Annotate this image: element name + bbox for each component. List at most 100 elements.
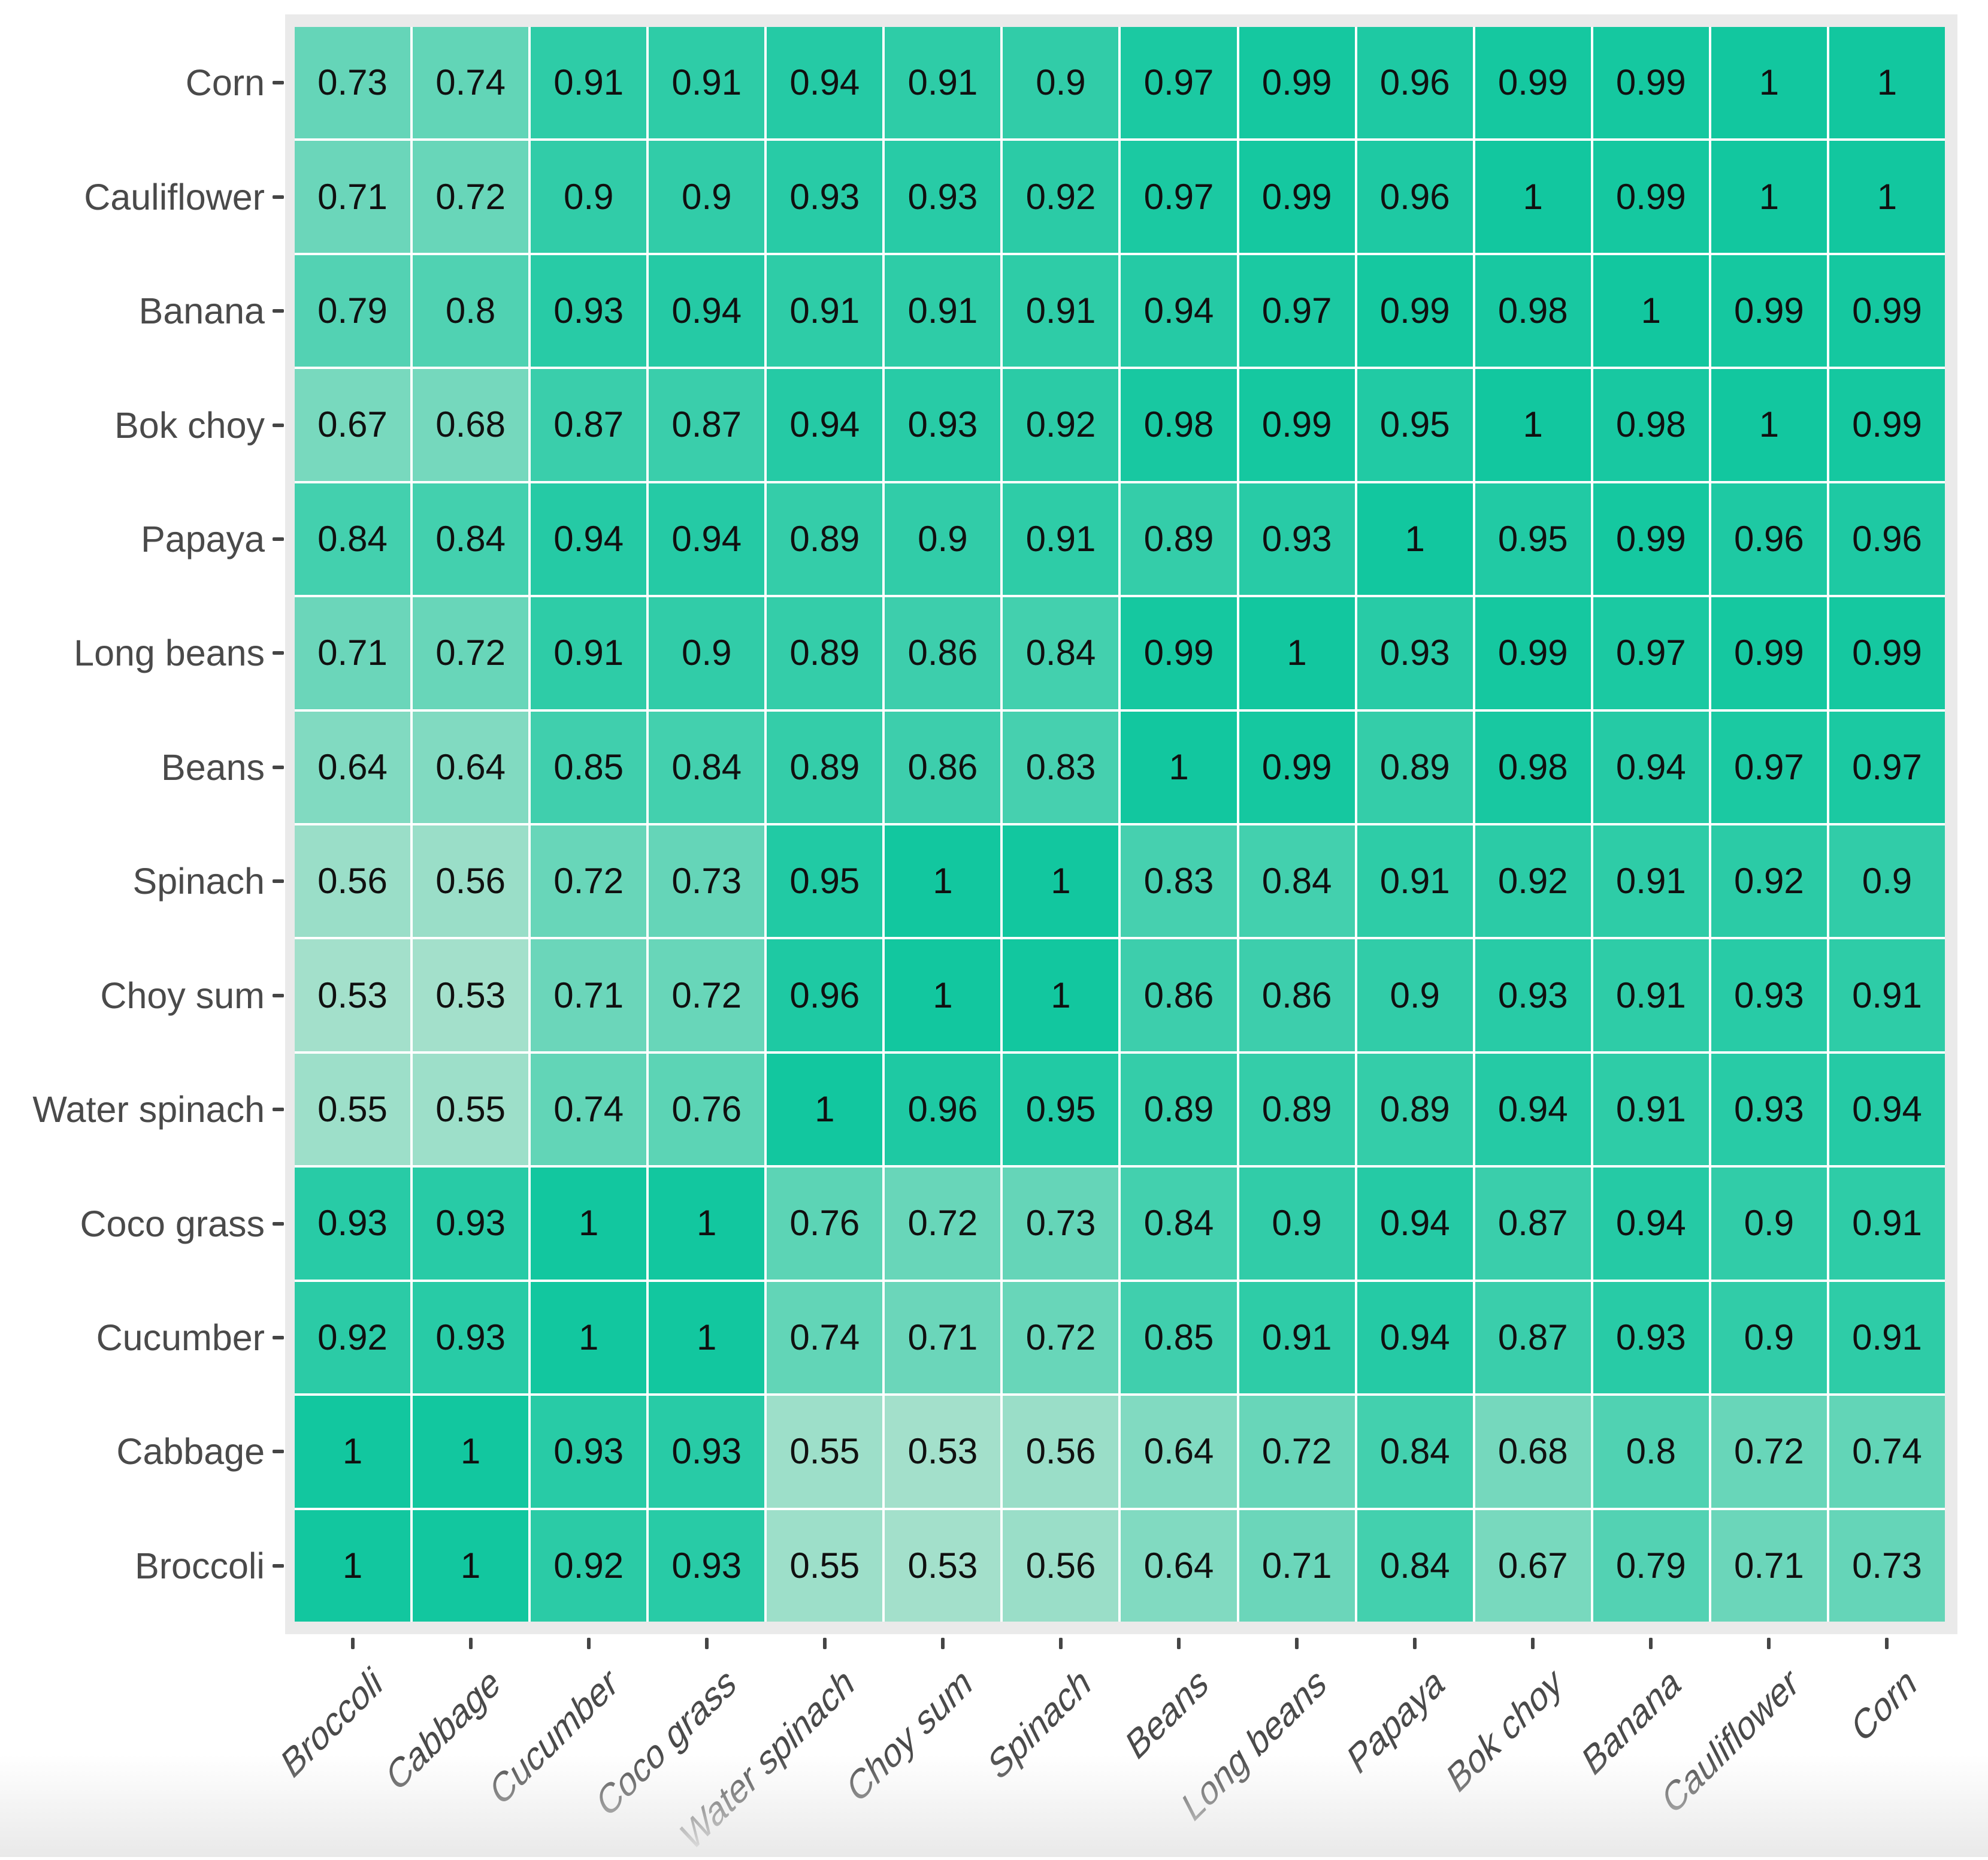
heatmap-cell: 0.93 bbox=[531, 255, 647, 367]
heatmap-cell: 0.9 bbox=[885, 483, 1001, 595]
heatmap-cell: 0.93 bbox=[649, 1510, 765, 1622]
heatmap-cell: 1 bbox=[295, 1510, 411, 1622]
heatmap-cell: 0.72 bbox=[649, 939, 765, 1051]
heatmap-cell: 0.72 bbox=[413, 141, 529, 253]
heatmap-cell: 0.89 bbox=[767, 597, 883, 709]
heatmap-cell: 0.74 bbox=[767, 1281, 883, 1394]
heatmap-cell: 0.97 bbox=[1239, 255, 1355, 367]
heatmap-cell: 0.91 bbox=[1829, 1168, 1945, 1280]
heatmap-cell: 0.79 bbox=[295, 255, 411, 367]
x-axis-label: Corn bbox=[1846, 1658, 1922, 1752]
heatmap-cell: 0.83 bbox=[1121, 825, 1237, 937]
heatmap-cell: 0.55 bbox=[413, 1053, 529, 1166]
heatmap-cell: 0.91 bbox=[885, 255, 1001, 367]
heatmap-cell: 0.8 bbox=[413, 255, 529, 367]
heatmap-cell: 0.67 bbox=[295, 369, 411, 481]
heatmap-cell: 0.97 bbox=[1121, 141, 1237, 253]
heatmap-cell: 0.96 bbox=[767, 939, 883, 1051]
x-axis-label: Beans bbox=[1121, 1658, 1214, 1770]
heatmap-cell: 0.97 bbox=[1829, 711, 1945, 823]
y-axis-tick bbox=[273, 1108, 284, 1112]
heatmap-cell: 0.72 bbox=[1003, 1281, 1119, 1394]
heatmap-cell: 0.99 bbox=[1239, 27, 1355, 139]
heatmap-cell: 0.99 bbox=[1829, 597, 1945, 709]
heatmap-cell: 0.86 bbox=[1239, 939, 1355, 1051]
y-axis-label: Water spinach bbox=[32, 1089, 265, 1130]
y-axis-tick bbox=[273, 1221, 284, 1226]
x-axis-tick bbox=[586, 1638, 591, 1649]
heatmap-cell: 0.71 bbox=[1239, 1510, 1355, 1622]
heatmap-cell: 0.71 bbox=[885, 1281, 1001, 1394]
x-axis-tick bbox=[1531, 1638, 1535, 1649]
x-axis-tick bbox=[1649, 1638, 1653, 1649]
heatmap-cell: 0.91 bbox=[531, 597, 647, 709]
heatmap-cell: 0.74 bbox=[531, 1053, 647, 1166]
y-axis-label: Corn bbox=[185, 62, 265, 104]
x-axis-label: Choy sum bbox=[842, 1658, 978, 1812]
y-axis-label: Cucumber bbox=[96, 1317, 265, 1358]
heatmap-cell: 0.56 bbox=[295, 825, 411, 937]
heatmap-cell: 0.91 bbox=[1003, 255, 1119, 367]
y-axis-label: Broccoli bbox=[135, 1545, 265, 1586]
heatmap-cell: 0.97 bbox=[1121, 27, 1237, 139]
heatmap-cell: 0.72 bbox=[413, 597, 529, 709]
heatmap-cell: 0.94 bbox=[767, 27, 883, 139]
heatmap-cell: 0.99 bbox=[1593, 141, 1709, 253]
heatmap-cell: 0.94 bbox=[1475, 1053, 1591, 1166]
x-axis-tick bbox=[1058, 1638, 1063, 1649]
heatmap-cell: 0.9 bbox=[1711, 1281, 1827, 1394]
y-axis-label: Banana bbox=[138, 291, 265, 332]
heatmap-cell: 0.9 bbox=[1711, 1168, 1827, 1280]
heatmap-cell: 1 bbox=[413, 1510, 529, 1622]
heatmap-cell: 1 bbox=[1711, 141, 1827, 253]
heatmap-cell: 0.89 bbox=[767, 711, 883, 823]
heatmap-cell: 1 bbox=[295, 1396, 411, 1508]
heatmap-cell: 0.91 bbox=[531, 27, 647, 139]
heatmap-cell: 0.56 bbox=[413, 825, 529, 937]
heatmap-cell: 0.95 bbox=[1475, 483, 1591, 595]
heatmap-cell: 0.99 bbox=[1593, 27, 1709, 139]
heatmap-cell: 0.93 bbox=[767, 141, 883, 253]
heatmap-cell: 0.76 bbox=[767, 1168, 883, 1280]
heatmap-cell: 0.94 bbox=[531, 483, 647, 595]
heatmap-cell: 0.93 bbox=[1711, 1053, 1827, 1166]
heatmap-cell: 1 bbox=[1475, 141, 1591, 253]
heatmap-cell: 0.91 bbox=[1829, 1281, 1945, 1394]
heatmap-cell: 0.76 bbox=[649, 1053, 765, 1166]
heatmap-cell: 0.91 bbox=[885, 27, 1001, 139]
y-axis-tick bbox=[273, 195, 284, 199]
x-axis-tick bbox=[1295, 1638, 1299, 1649]
heatmap-cell: 1 bbox=[1829, 141, 1945, 253]
heatmap-cell: 0.96 bbox=[1829, 483, 1945, 595]
heatmap-cell: 0.9 bbox=[531, 141, 647, 253]
heatmap-cell: 1 bbox=[1711, 27, 1827, 139]
heatmap-cell: 0.93 bbox=[1475, 939, 1591, 1051]
heatmap-cell: 0.84 bbox=[1239, 825, 1355, 937]
heatmap-cell: 0.91 bbox=[1829, 939, 1945, 1051]
heatmap-cell: 0.91 bbox=[1593, 825, 1709, 937]
heatmap-cell: 0.94 bbox=[649, 255, 765, 367]
y-axis-label: Spinach bbox=[132, 861, 265, 902]
heatmap-cell: 0.89 bbox=[767, 483, 883, 595]
x-axis-tick bbox=[940, 1638, 945, 1649]
x-axis-label: Banana bbox=[1577, 1658, 1686, 1785]
heatmap-cell: 0.53 bbox=[295, 939, 411, 1051]
heatmap-cell: 0.94 bbox=[1593, 711, 1709, 823]
heatmap-cell: 1 bbox=[1711, 369, 1827, 481]
heatmap-cell: 1 bbox=[1003, 825, 1119, 937]
x-axis-tick bbox=[1767, 1638, 1771, 1649]
x-axis-label: Papaya bbox=[1342, 1658, 1450, 1784]
y-axis-tick bbox=[273, 1563, 284, 1568]
heatmap-cell: 0.92 bbox=[1475, 825, 1591, 937]
x-axis-label: Broccoli bbox=[276, 1658, 388, 1788]
heatmap-cell: 0.53 bbox=[885, 1510, 1001, 1622]
heatmap-cell: 0.55 bbox=[767, 1396, 883, 1508]
y-axis-tick bbox=[273, 81, 284, 85]
heatmap-cell: 0.84 bbox=[1121, 1168, 1237, 1280]
heatmap-cell: 0.72 bbox=[1239, 1396, 1355, 1508]
heatmap-cell: 0.99 bbox=[1475, 27, 1591, 139]
heatmap-cell: 0.99 bbox=[1239, 141, 1355, 253]
heatmap-cell: 0.8 bbox=[1593, 1396, 1709, 1508]
heatmap-cell: 0.64 bbox=[1121, 1510, 1237, 1622]
heatmap-cell: 0.98 bbox=[1475, 255, 1591, 367]
